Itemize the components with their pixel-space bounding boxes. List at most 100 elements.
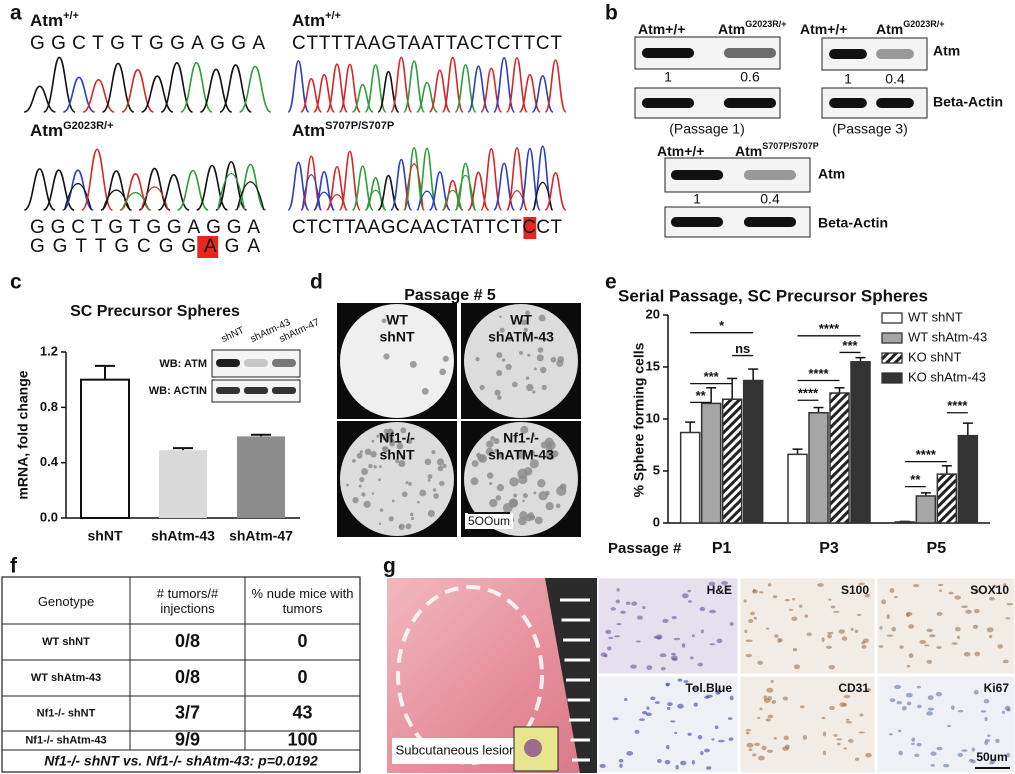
sphere <box>405 481 409 485</box>
inset-band <box>216 387 240 394</box>
y-tick-label: 5 <box>653 462 660 477</box>
cell <box>988 634 993 639</box>
cell <box>906 701 912 706</box>
significance-label: **** <box>947 398 968 413</box>
cell <box>896 700 903 705</box>
trace-peak <box>314 191 334 211</box>
sphere <box>505 363 512 371</box>
trace-peak <box>505 147 529 211</box>
sphere <box>406 438 413 445</box>
sphere <box>352 496 359 504</box>
sphere <box>537 479 546 488</box>
cell <box>821 716 826 720</box>
sphere <box>487 472 494 479</box>
sphere <box>507 336 513 342</box>
cell <box>970 759 976 764</box>
cell <box>615 599 621 604</box>
cell <box>927 707 935 711</box>
cell <box>985 739 990 742</box>
sphere <box>513 493 518 498</box>
inset-row-label: WB: ACTIN <box>149 385 207 397</box>
sphere <box>471 460 479 468</box>
lane-label: Atm+/+ <box>800 21 847 37</box>
trace-peak <box>239 65 272 113</box>
cell <box>965 609 972 614</box>
bar <box>808 412 829 524</box>
cell <box>743 599 747 603</box>
cell <box>802 735 807 740</box>
atm-band <box>743 170 797 180</box>
inset-cell <box>524 739 542 757</box>
cell <box>635 640 641 643</box>
quantification: 0.6 <box>740 69 760 85</box>
cell <box>937 583 944 587</box>
cell <box>898 729 902 733</box>
cell <box>631 601 638 606</box>
cell <box>973 689 979 695</box>
y-tick-label: 10 <box>646 410 660 425</box>
cell <box>691 759 695 765</box>
panel-letter: f <box>10 555 18 578</box>
y-tick-label: 0.8 <box>40 399 58 414</box>
significance-label: *** <box>842 338 858 353</box>
sphere <box>419 489 427 497</box>
sphere <box>388 516 394 522</box>
cell <box>690 656 694 660</box>
cell <box>757 716 761 719</box>
actin-band <box>641 98 695 108</box>
cell <box>752 588 756 593</box>
cell <box>673 637 681 641</box>
sphere <box>516 449 527 459</box>
blot-caption: (Passage 3) <box>832 121 907 137</box>
cell <box>765 627 770 630</box>
cell <box>862 638 869 643</box>
cell <box>610 607 616 611</box>
y-axis-label: mRNA, fold change <box>15 370 31 499</box>
trace-peak <box>365 189 386 211</box>
scale-bar-label: 50um <box>976 750 1007 764</box>
bar <box>700 402 722 524</box>
cell <box>798 604 803 608</box>
sphere <box>370 450 377 458</box>
table-value: 3/7 <box>175 702 200 722</box>
cell <box>677 678 683 682</box>
cell <box>618 758 624 763</box>
trace-peak <box>121 191 150 211</box>
cell <box>1002 659 1009 664</box>
sphere <box>410 516 415 521</box>
trace-peak <box>177 169 209 211</box>
sphere <box>494 389 501 396</box>
cell <box>687 589 692 593</box>
quantification: 0.4 <box>885 71 905 87</box>
x-tick-label: P5 <box>927 540 947 557</box>
sphere <box>433 493 439 499</box>
trace-peak <box>518 147 541 211</box>
sphere <box>494 448 499 453</box>
cell <box>779 638 783 643</box>
cell <box>951 705 955 710</box>
cell <box>956 635 961 640</box>
cell <box>793 664 801 670</box>
cell <box>674 731 678 735</box>
cell <box>767 583 772 587</box>
sequence: GGCTGTGGAGGA <box>30 33 265 54</box>
sphere <box>522 493 528 499</box>
cell <box>879 626 883 630</box>
cell <box>822 731 827 737</box>
legend-swatch <box>881 332 903 344</box>
panel-letter: c <box>10 271 22 294</box>
panel-letter: e <box>605 271 617 294</box>
cell <box>771 699 777 705</box>
genotype-label-base: Atm <box>292 121 325 140</box>
table-genotype: WT shAtm-43 <box>31 672 101 684</box>
cell <box>839 702 846 708</box>
x-tick-label: shAtm-47 <box>229 528 293 544</box>
sphere <box>431 450 436 455</box>
cell <box>752 753 757 757</box>
significance-label: * <box>719 318 725 333</box>
well-label: shNT <box>380 329 415 345</box>
quantification: 1 <box>664 69 672 85</box>
sphere <box>356 452 363 459</box>
well-label: WT <box>510 312 532 328</box>
